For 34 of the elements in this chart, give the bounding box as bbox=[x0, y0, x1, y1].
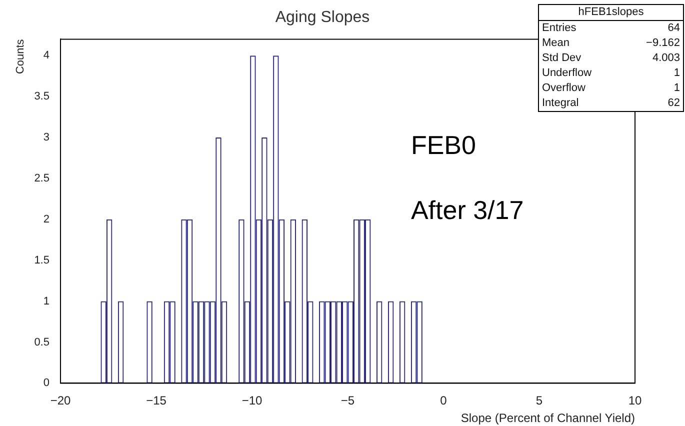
text: hFEB1slopes bbox=[539, 5, 683, 21]
x-tick-label: −10 bbox=[242, 394, 262, 408]
y-tick-label: 2 bbox=[43, 213, 50, 226]
annotation: Std Dev bbox=[542, 51, 582, 66]
chart-title: Aging Slopes bbox=[275, 9, 370, 26]
y-tick-label: 3.5 bbox=[34, 90, 50, 103]
annotation: Overflow bbox=[542, 81, 586, 96]
annotation: FEB0 bbox=[410, 130, 476, 160]
y-axis-title: Counts bbox=[14, 38, 27, 74]
x-axis-title: Slope (Percent of Channel Yield) bbox=[460, 411, 635, 426]
text: Entries bbox=[542, 21, 576, 36]
y-tick-label: 0 bbox=[43, 377, 50, 390]
text: 1 bbox=[674, 81, 680, 96]
x-tick-label: −20 bbox=[50, 394, 71, 408]
y-tick-label: 1.5 bbox=[34, 254, 50, 266]
annotation: Mean bbox=[542, 36, 570, 51]
text: 64 bbox=[668, 21, 680, 36]
y-tick-label: 4 bbox=[43, 50, 50, 62]
text: 62 bbox=[668, 96, 680, 111]
annotation: After 3/17 bbox=[410, 195, 524, 226]
x-tick-label: 10 bbox=[628, 394, 642, 408]
annotation: Integral bbox=[542, 96, 579, 111]
text: 4.003 bbox=[652, 51, 680, 66]
text: −9.162 bbox=[646, 36, 680, 51]
text: 1 bbox=[674, 66, 680, 81]
y-tick-label: 0.5 bbox=[34, 336, 50, 348]
y-tick-label: 3 bbox=[43, 132, 50, 144]
annotation: Underflow bbox=[542, 66, 592, 81]
x-tick-label: −5 bbox=[340, 394, 355, 408]
y-tick-label: 1 bbox=[43, 295, 50, 308]
x-tick-label: 5 bbox=[536, 394, 543, 408]
y-tick-label: 2.5 bbox=[34, 172, 50, 184]
x-tick-label: −15 bbox=[146, 394, 167, 408]
x-tick-label: 0 bbox=[440, 394, 448, 408]
